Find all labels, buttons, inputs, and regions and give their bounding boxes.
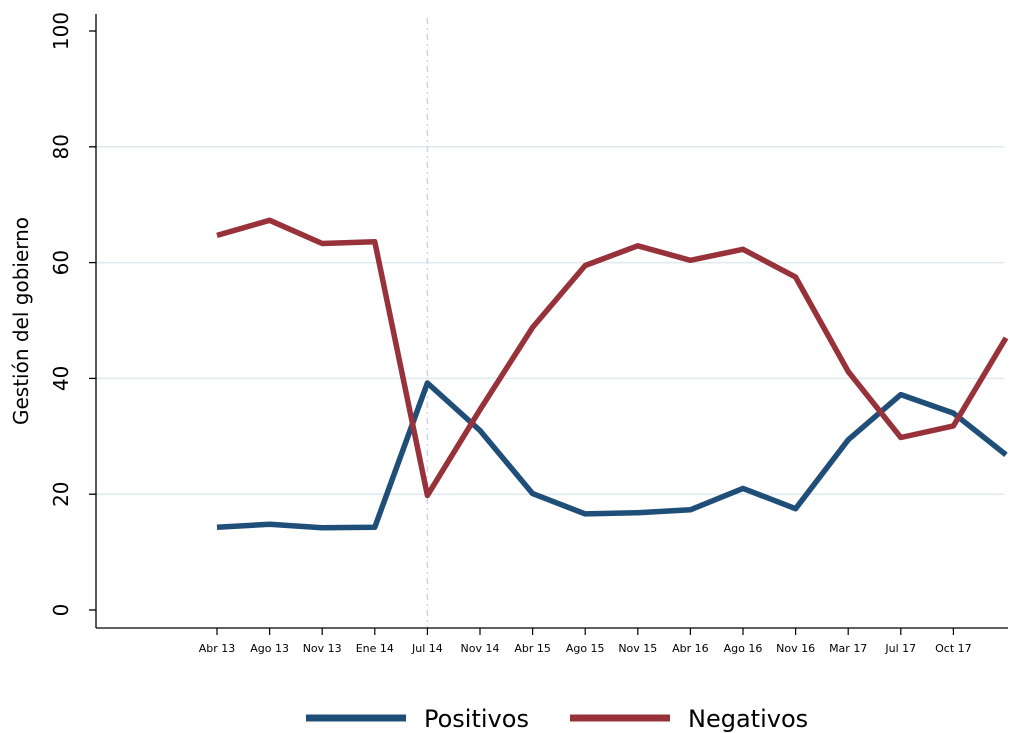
series-line-positivos (216, 380, 1008, 531)
x-tick-label: Mar 17 (829, 642, 867, 655)
x-tick-label: Jul 17 (884, 642, 916, 655)
x-tick-label: Nov 13 (303, 642, 342, 655)
grid-lines (96, 146, 1004, 495)
x-tick-label: Oct 17 (935, 642, 972, 655)
x-axis-ticks: Abr 13 Ago 13 Nov 13 Ene 14 Jul 14 Nov 14 Abr … (199, 628, 972, 655)
x-tick-label: Nov 15 (618, 642, 657, 655)
x-tick-label: Abr 13 (199, 642, 236, 655)
y-tick-label-80: 80 (49, 134, 73, 159)
x-tick-label: Nov 14 (461, 642, 500, 655)
x-tick-label: Ago 15 (566, 642, 605, 655)
y-tick-label-20: 20 (49, 481, 73, 506)
x-tick-label: Abr 16 (672, 642, 709, 655)
y-tick-label-40: 40 (49, 366, 73, 391)
x-tick-label: Nov 16 (776, 642, 815, 655)
legend-label-negativos: Negativos (688, 705, 808, 733)
legend-label-positivos: Positivos (424, 705, 529, 733)
y-tick-label-0: 0 (49, 604, 73, 617)
x-tick-label: Ago 16 (724, 642, 763, 655)
x-tick-label: Jul 14 (411, 642, 443, 655)
series-lines (216, 217, 1009, 531)
y-tick-label-60: 60 (49, 250, 73, 275)
axes (95, 14, 1008, 629)
x-tick-label: Ago 13 (250, 642, 289, 655)
y-tick-label-100: 100 (49, 12, 73, 50)
legend: Positivos Negativos (306, 705, 808, 733)
x-tick-label: Abr 15 (514, 642, 551, 655)
series-line-negativos (216, 217, 1009, 499)
y-axis-label: Gestión del gobierno (9, 217, 33, 425)
x-tick-label: Ene 14 (356, 642, 394, 655)
y-axis-ticks: 0 20 40 60 80 100 (49, 12, 96, 616)
